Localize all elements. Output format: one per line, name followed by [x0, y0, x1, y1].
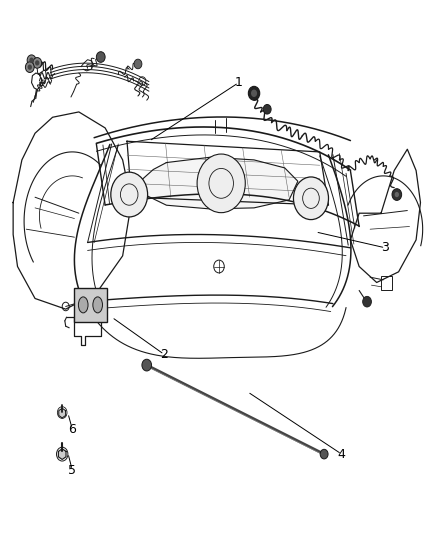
Circle shape [392, 189, 402, 200]
Ellipse shape [93, 297, 102, 313]
Circle shape [96, 52, 105, 62]
Circle shape [142, 359, 152, 371]
Circle shape [25, 62, 34, 72]
Ellipse shape [78, 297, 88, 313]
Text: 6: 6 [68, 423, 76, 435]
Polygon shape [59, 408, 66, 418]
Circle shape [27, 55, 36, 66]
Circle shape [395, 192, 399, 197]
Circle shape [363, 296, 371, 307]
Circle shape [293, 177, 328, 220]
Polygon shape [58, 449, 66, 459]
Text: 4: 4 [338, 448, 346, 461]
Circle shape [33, 58, 42, 68]
Circle shape [28, 64, 32, 70]
Polygon shape [140, 157, 298, 209]
Circle shape [134, 59, 142, 69]
Text: 3: 3 [381, 241, 389, 254]
Circle shape [263, 104, 271, 114]
Circle shape [320, 449, 328, 459]
Polygon shape [74, 288, 107, 322]
Circle shape [29, 58, 34, 63]
Text: 1: 1 [235, 76, 243, 89]
Circle shape [35, 60, 39, 66]
Text: 2: 2 [160, 348, 168, 361]
Text: 5: 5 [68, 464, 76, 477]
Circle shape [197, 154, 245, 213]
Circle shape [248, 86, 260, 100]
Circle shape [111, 172, 148, 217]
Circle shape [251, 90, 257, 97]
